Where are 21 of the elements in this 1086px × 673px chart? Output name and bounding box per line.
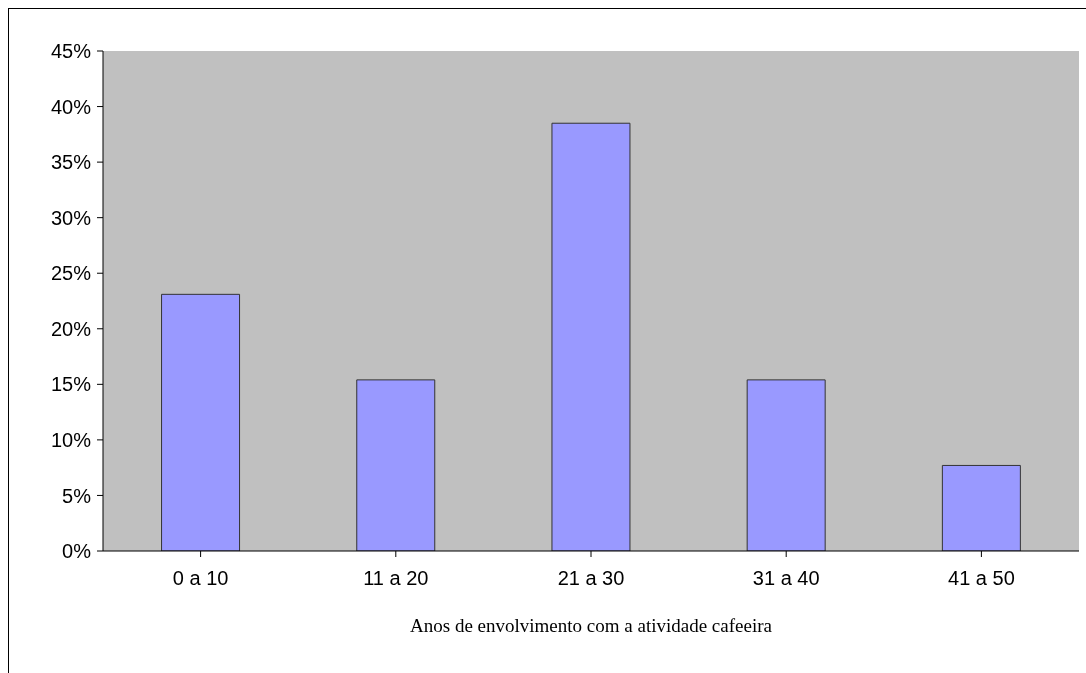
y-tick-label: 15% xyxy=(50,373,92,396)
bar xyxy=(746,379,826,551)
x-tick-label: 0 a 10 xyxy=(172,567,229,590)
y-tick-label: 0% xyxy=(62,540,92,563)
bar xyxy=(356,379,436,551)
y-tick-label: 20% xyxy=(50,317,92,340)
x-axis-title: Anos de envolvimento com a atividade cafeeira xyxy=(410,615,773,637)
y-tick-label: 45% xyxy=(50,40,92,63)
x-tick-label: 11 a 20 xyxy=(363,567,429,590)
x-tick-label: 41 a 50 xyxy=(948,567,1015,590)
y-tick-label: 5% xyxy=(62,484,92,507)
y-tick-label: 30% xyxy=(50,206,92,229)
x-tick-label: 31 a 40 xyxy=(752,567,820,590)
bar xyxy=(161,293,241,551)
y-tick-label: 10% xyxy=(50,428,92,451)
y-tick-label: 35% xyxy=(50,151,92,174)
y-tick-label: 40% xyxy=(50,95,92,118)
x-tick-label: 21 a 30 xyxy=(557,567,625,590)
y-tick-label: 25% xyxy=(50,262,92,285)
bar xyxy=(551,122,631,551)
bar xyxy=(941,464,1021,551)
